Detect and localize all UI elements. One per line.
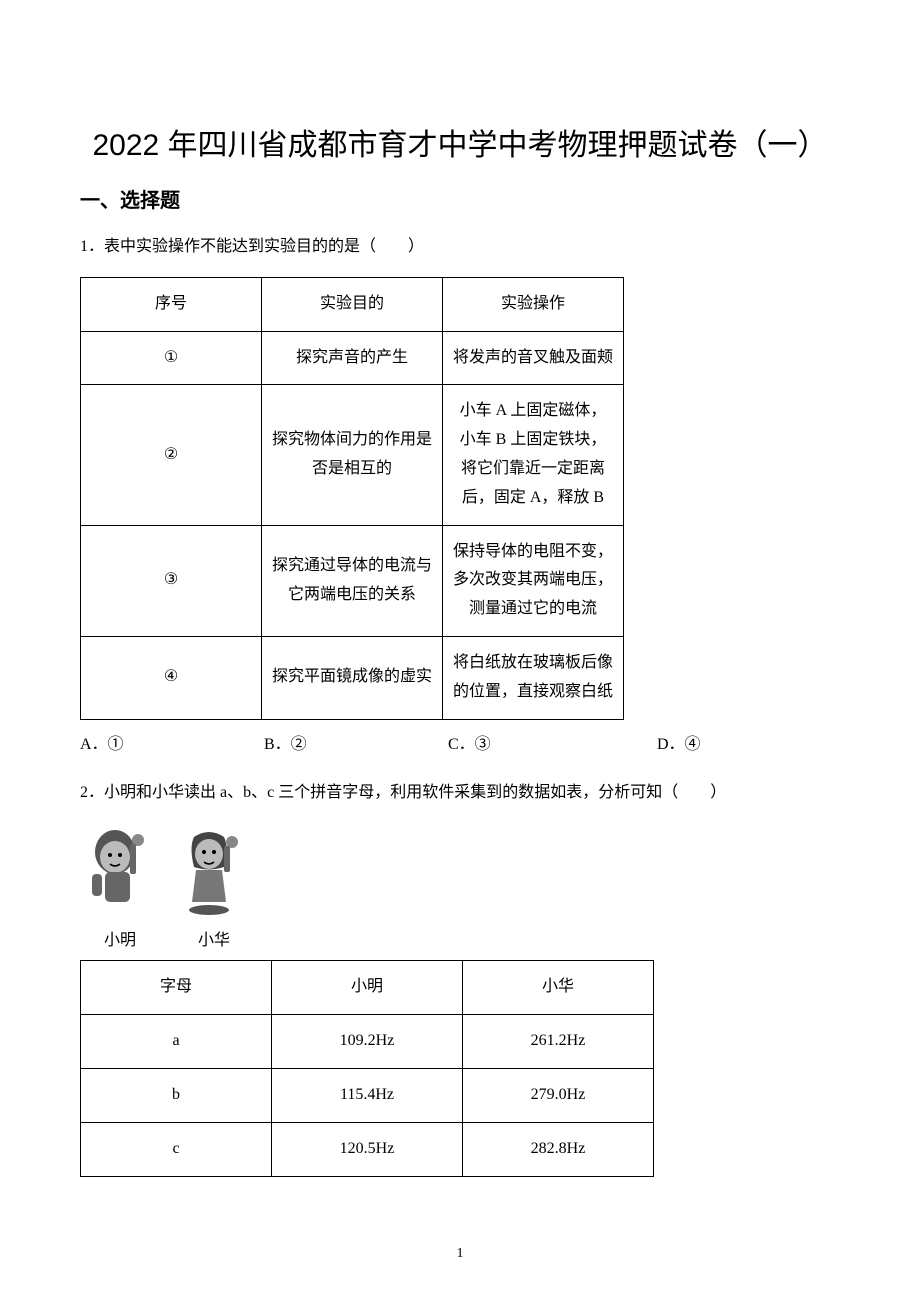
table-header-cell: 小明 (272, 961, 463, 1015)
table-cell: 探究声音的产生 (262, 331, 443, 385)
table-row: a 109.2Hz 261.2Hz (81, 1015, 654, 1069)
question-1-table: 序号 实验目的 实验操作 ① 探究声音的产生 将发声的音叉触及面颊 ② 探究物体… (80, 277, 624, 720)
table-row: 序号 实验目的 实验操作 (81, 277, 624, 331)
question-1-options: A．① B．② C．③ D．④ (80, 730, 840, 754)
exam-title: 2022 年四川省成都市育才中学中考物理押题试卷（一） (80, 120, 840, 164)
table-row: ② 探究物体间力的作用是否是相互的 小车 A 上固定磁体，小车 B 上固定铁块，… (81, 385, 624, 525)
table-cell: a (81, 1015, 272, 1069)
table-cell: 探究物体间力的作用是否是相互的 (262, 385, 443, 525)
table-cell: 探究平面镜成像的虚实 (262, 636, 443, 719)
figure-xiaohua: 小华 (174, 822, 254, 950)
table-cell: ④ (81, 636, 262, 719)
page-number: 1 (0, 1246, 920, 1262)
option-b: B．② (264, 730, 444, 754)
table-cell: 115.4Hz (272, 1068, 463, 1122)
cartoon-boy-icon (80, 822, 160, 917)
option-c: C．③ (448, 730, 653, 754)
table-cell: 保持导体的电阻不变，多次改变其两端电压，测量通过它的电流 (443, 525, 624, 636)
table-row: b 115.4Hz 279.0Hz (81, 1068, 654, 1122)
table-header-cell: 字母 (81, 961, 272, 1015)
question-2-table: 字母 小明 小华 a 109.2Hz 261.2Hz b 115.4Hz 279… (80, 960, 654, 1176)
figure-label-xiaohua: 小华 (174, 926, 254, 950)
table-header-cell: 小华 (463, 961, 654, 1015)
question-2-stem: 2．小明和小华读出 a、b、c 三个拼音字母，利用软件采集到的数据如表，分析可知… (80, 779, 840, 808)
table-cell: 261.2Hz (463, 1015, 654, 1069)
table-cell: ① (81, 331, 262, 385)
option-a: A．① (80, 730, 260, 754)
table-cell: ③ (81, 525, 262, 636)
table-cell: 将白纸放在玻璃板后像的位置，直接观察白纸 (443, 636, 624, 719)
figure-label-xiaoming: 小明 (80, 926, 160, 950)
section-heading: 一、选择题 (80, 184, 840, 213)
table-row: ③ 探究通过导体的电流与它两端电压的关系 保持导体的电阻不变，多次改变其两端电压… (81, 525, 624, 636)
table-cell: 282.8Hz (463, 1122, 654, 1176)
table-cell: b (81, 1068, 272, 1122)
table-header-cell: 序号 (81, 277, 262, 331)
table-cell: 109.2Hz (272, 1015, 463, 1069)
table-cell: ② (81, 385, 262, 525)
table-cell: 探究通过导体的电流与它两端电压的关系 (262, 525, 443, 636)
table-cell: 120.5Hz (272, 1122, 463, 1176)
question-2-figures: 小明 小华 (80, 822, 840, 950)
figure-xiaoming: 小明 (80, 822, 160, 950)
cartoon-girl-icon (174, 822, 254, 917)
table-header-cell: 实验操作 (443, 277, 624, 331)
table-header-cell: 实验目的 (262, 277, 443, 331)
table-cell: 将发声的音叉触及面颊 (443, 331, 624, 385)
table-cell: 279.0Hz (463, 1068, 654, 1122)
table-cell: c (81, 1122, 272, 1176)
table-row: c 120.5Hz 282.8Hz (81, 1122, 654, 1176)
option-d: D．④ (657, 730, 757, 754)
table-row: ① 探究声音的产生 将发声的音叉触及面颊 (81, 331, 624, 385)
exam-page: 2022 年四川省成都市育才中学中考物理押题试卷（一） 一、选择题 1．表中实验… (0, 0, 920, 1302)
table-cell: 小车 A 上固定磁体，小车 B 上固定铁块，将它们靠近一定距离后，固定 A，释放… (443, 385, 624, 525)
question-1-stem: 1．表中实验操作不能达到实验目的的是（ ） (80, 233, 840, 262)
table-row: ④ 探究平面镜成像的虚实 将白纸放在玻璃板后像的位置，直接观察白纸 (81, 636, 624, 719)
table-row: 字母 小明 小华 (81, 961, 654, 1015)
